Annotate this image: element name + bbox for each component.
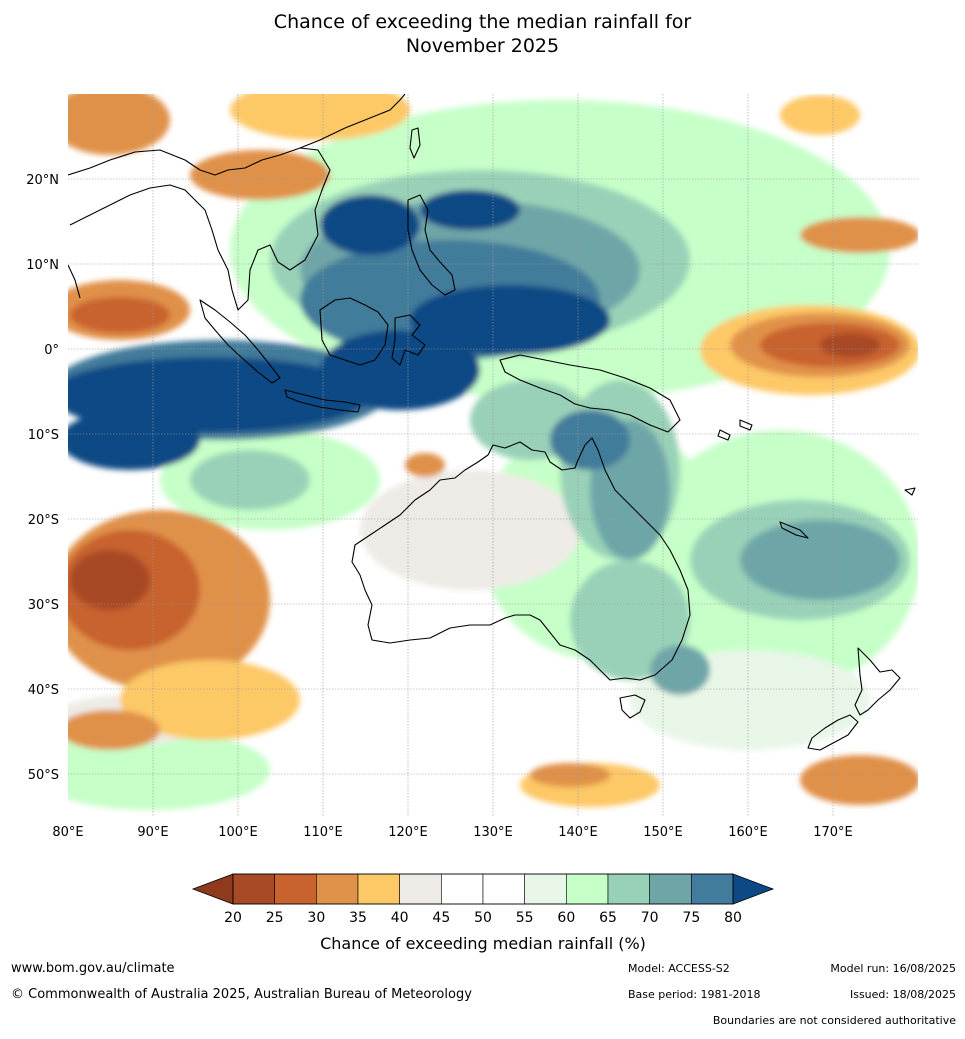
copyright-text: © Commonwealth of Australia 2025, Austra… <box>11 987 472 1002</box>
disclaimer-text: Boundaries are not considered authoritat… <box>712 1014 956 1027</box>
lat-tick-labels: 20°N 10°N 0° 10°S 20°S 30°S 40°S 50°S <box>26 173 59 783</box>
lat-tick-20s: 20°S <box>28 513 59 528</box>
map-gridlines <box>68 94 918 816</box>
colorbar-tick-label: 60 <box>557 910 575 926</box>
base-period-text: Base period: 1981-2018 <box>628 988 761 1001</box>
colorbar-tick-label: 65 <box>599 910 617 926</box>
colorbar-segment <box>274 873 317 905</box>
lon-tick-150: 150°E <box>643 825 683 840</box>
colorbar-tick-label: 25 <box>266 910 284 926</box>
colorbar-segment <box>607 873 650 905</box>
colorbar-tick-label: 50 <box>474 910 492 926</box>
map-title-line1: Chance of exceeding the median rainfall … <box>273 11 692 33</box>
lon-tick-140: 140°E <box>558 825 598 840</box>
colorbar: 20 25 30 35 40 45 50 55 60 65 70 75 80 Chance of exc… <box>191 873 775 953</box>
colorbar-tick-label: 20 <box>224 910 242 926</box>
colorbar-tick-label: 40 <box>391 910 409 926</box>
issued-text: Issued: 18/08/2025 <box>849 988 956 1001</box>
map-title: Chance of exceeding the median rainfall … <box>0 10 965 58</box>
colorbar-segment <box>441 873 484 905</box>
colorbar-tick-label: 80 <box>724 910 742 926</box>
coastlines <box>68 94 916 751</box>
lat-tick-30s: 30°S <box>28 598 59 613</box>
colorbar-under-arrow <box>191 873 234 905</box>
lat-tick-50s: 50°S <box>28 768 59 783</box>
colorbar-segment <box>232 873 275 905</box>
rainfall-probability-field <box>68 94 918 816</box>
colorbar-segment <box>566 873 609 905</box>
lat-tick-10s: 10°S <box>28 428 59 443</box>
lon-tick-labels: 80°E 90°E 100°E 110°E 120°E 130°E 140°E … <box>52 825 852 840</box>
lon-tick-80: 80°E <box>52 825 83 840</box>
lat-tick-20n: 20°N <box>26 173 59 188</box>
colorbar-tick-label: 45 <box>432 910 450 926</box>
colorbar-segment <box>357 873 400 905</box>
colorbar-segment <box>649 873 692 905</box>
colorbar-tick-label: 55 <box>516 910 534 926</box>
lat-tick-0: 0° <box>44 343 59 358</box>
lon-tick-120: 120°E <box>388 825 428 840</box>
colorbar-segment <box>482 873 525 905</box>
lon-tick-170: 170°E <box>813 825 853 840</box>
model-run-text: Model run: 16/08/2025 <box>830 962 956 975</box>
website-link[interactable]: www.bom.gov.au/climate <box>11 961 175 976</box>
colorbar-frame <box>232 873 734 905</box>
colorbar-tick-label: 30 <box>307 910 325 926</box>
lon-tick-110: 110°E <box>303 825 343 840</box>
map-title-line2: November 2025 <box>405 35 560 57</box>
colorbar-tick-label: 70 <box>641 910 659 926</box>
colorbar-segment <box>524 873 567 905</box>
colorbar-segment <box>691 873 734 905</box>
lon-tick-160: 160°E <box>728 825 768 840</box>
colorbar-over-arrow <box>732 873 775 905</box>
lon-tick-100: 100°E <box>218 825 258 840</box>
colorbar-tick-label: 75 <box>682 910 700 926</box>
colorbar-label: Chance of exceeding median rainfall (%) <box>320 934 646 953</box>
model-text: Model: ACCESS-S2 <box>628 962 730 975</box>
lon-tick-90: 90°E <box>137 825 168 840</box>
lat-tick-40s: 40°S <box>28 683 59 698</box>
lon-tick-130: 130°E <box>473 825 513 840</box>
colorbar-segment <box>399 873 442 905</box>
colorbar-segment <box>316 873 359 905</box>
colorbar-tick-label: 35 <box>349 910 367 926</box>
lat-tick-10n: 10°N <box>26 258 59 273</box>
